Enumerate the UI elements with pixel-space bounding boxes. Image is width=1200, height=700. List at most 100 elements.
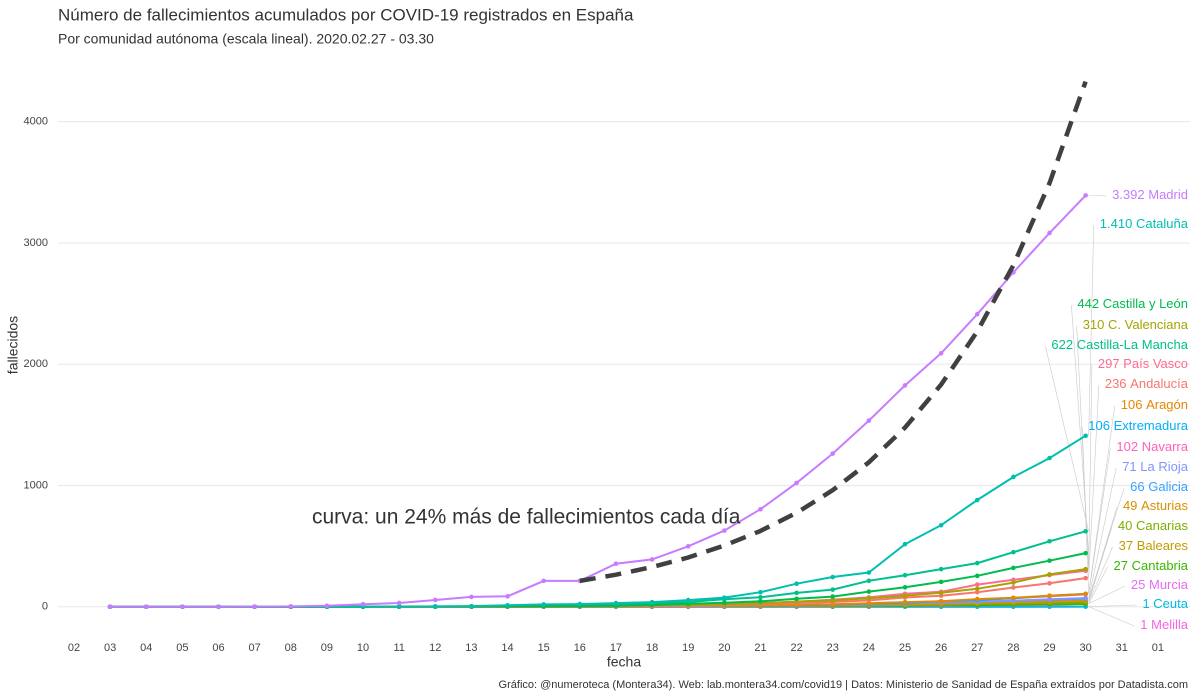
data-point (974, 497, 980, 503)
projection-curve (579, 80, 1088, 584)
data-point (685, 544, 691, 549)
data-point (1047, 455, 1052, 461)
leader-line (1088, 195, 1107, 197)
data-point (938, 598, 944, 604)
data-point (433, 597, 438, 603)
data-point (938, 590, 944, 596)
end-label-value: 1.410 (1100, 216, 1133, 231)
x-tick-label: 11 (393, 642, 404, 654)
data-point (794, 581, 799, 587)
data-point (143, 604, 149, 610)
series-line (110, 194, 1087, 608)
data-point (1083, 193, 1088, 198)
end-label-name: Cataluña (1136, 216, 1189, 231)
x-tick-label: 04 (140, 642, 152, 654)
data-point (288, 604, 294, 609)
data-point (974, 311, 980, 317)
data-point (938, 579, 944, 585)
end-label-name: Aragón (1146, 397, 1188, 412)
data-point (360, 601, 366, 607)
end-label-name: Cantabria (1132, 558, 1189, 573)
data-point (469, 603, 474, 609)
end-label-value: 49 (1123, 498, 1137, 513)
x-tick-label: 26 (935, 642, 947, 654)
data-point (1083, 591, 1088, 597)
data-point (1083, 550, 1088, 556)
data-point (866, 589, 872, 594)
end-label-name: Madrid (1148, 187, 1188, 202)
leader-line (1076, 325, 1089, 570)
leader-line (1088, 585, 1126, 604)
leader-line (1088, 447, 1111, 595)
x-tick-label: 03 (104, 642, 116, 654)
x-tick-label: 02 (68, 642, 80, 654)
x-tick-label: 23 (827, 642, 839, 654)
end-label-name: La Rioja (1140, 459, 1188, 474)
x-tick-label: 10 (357, 642, 369, 654)
leader-line (1088, 546, 1113, 603)
end-label: 102 Navarra (1116, 439, 1188, 454)
data-point (902, 599, 908, 605)
data-point (685, 601, 691, 607)
end-label: 37 Baleares (1119, 538, 1189, 553)
end-label-value: 442 (1077, 296, 1099, 311)
data-point (613, 600, 619, 606)
leader-line (1088, 405, 1116, 594)
x-tick-label: 25 (899, 642, 911, 654)
data-point (1047, 558, 1052, 563)
end-label-name: País Vasco (1123, 356, 1188, 371)
data-point (722, 600, 727, 606)
end-label-name: Castilla y León (1103, 296, 1188, 311)
end-label-value: 40 (1118, 518, 1132, 533)
data-point (974, 582, 980, 587)
end-label-name: Melilla (1151, 617, 1189, 632)
data-point (433, 604, 438, 609)
data-point (396, 604, 402, 609)
x-tick-label: 29 (1043, 642, 1055, 654)
x-tick-label: 15 (538, 642, 550, 654)
end-label: 25 Murcia (1131, 577, 1189, 592)
leader-line (1088, 606, 1135, 627)
data-point (866, 570, 872, 575)
leader-line (1088, 364, 1093, 571)
data-point (216, 604, 221, 610)
x-tick-label: 18 (646, 642, 658, 654)
data-point (1083, 575, 1088, 581)
data-point (180, 604, 185, 610)
data-point (1047, 597, 1052, 602)
data-point (830, 451, 836, 456)
end-label-name: Extremadura (1114, 418, 1189, 433)
end-label-value: 25 (1131, 577, 1145, 592)
data-point (902, 383, 908, 388)
leader-line (1088, 224, 1095, 436)
x-tick-label: 01 (1152, 642, 1164, 654)
data-point (902, 541, 908, 547)
data-point (974, 573, 980, 579)
end-label: 1.410 Cataluña (1100, 216, 1189, 231)
end-label: 40 Canarias (1118, 518, 1189, 533)
chart-subtitle: Por comunidad autónoma (escala lineal). … (58, 31, 434, 47)
data-point (252, 604, 257, 609)
y-tick-label: 0 (42, 601, 48, 613)
data-point (758, 594, 763, 600)
data-point (758, 589, 763, 595)
end-label: 3.392 Madrid (1112, 187, 1188, 202)
y-tick-label: 2000 (24, 358, 48, 370)
end-label: 310 C. Valenciana (1083, 317, 1189, 332)
data-point (758, 506, 763, 512)
end-label-value: 71 (1122, 459, 1136, 474)
data-point (1047, 581, 1052, 586)
data-point (324, 603, 330, 609)
data-point (1011, 474, 1016, 480)
data-point (830, 587, 836, 592)
data-point (938, 522, 944, 528)
data-point (541, 578, 546, 584)
x-tick-label: 07 (249, 642, 261, 654)
data-point (866, 418, 872, 423)
x-tick-label: 16 (574, 642, 586, 654)
x-tick-label: 21 (754, 642, 766, 654)
data-point (685, 597, 691, 603)
end-label: 1 Ceuta (1142, 596, 1188, 611)
end-label: 442 Castilla y León (1077, 296, 1188, 311)
